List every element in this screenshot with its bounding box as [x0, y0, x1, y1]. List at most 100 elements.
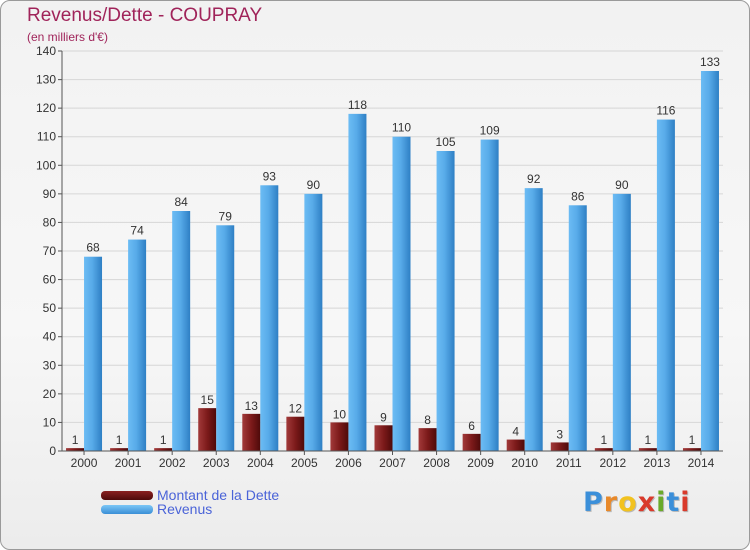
- x-tick-label: 2008: [423, 456, 450, 470]
- y-tick-label: 120: [36, 101, 56, 115]
- logo-letter: i: [680, 487, 691, 518]
- logo-letter: o: [618, 487, 638, 518]
- y-tick-label: 70: [43, 244, 57, 258]
- bar-debt: [330, 422, 349, 451]
- bar-revenue: [524, 188, 543, 451]
- bar-debt: [66, 448, 85, 451]
- bar-debt: [550, 442, 569, 451]
- y-tick-label: 130: [36, 73, 56, 87]
- bar-debt: [594, 448, 613, 451]
- bar-revenue: [260, 185, 279, 452]
- bar-debt: [110, 448, 129, 451]
- data-label-revenue: 68: [86, 241, 100, 255]
- bar-revenue: [656, 119, 675, 452]
- bar-debt: [286, 416, 305, 451]
- bar-revenue: [568, 205, 587, 451]
- bar-revenue: [480, 139, 499, 452]
- data-label-revenue: 86: [571, 189, 585, 203]
- data-label-revenue: 79: [219, 209, 233, 223]
- x-tick-label: 2006: [335, 456, 362, 470]
- x-tick-label: 2014: [688, 456, 715, 470]
- bar-debt: [638, 448, 657, 451]
- bar-debt: [374, 425, 393, 451]
- data-label-revenue: 93: [263, 169, 277, 183]
- data-label-revenue: 90: [307, 178, 321, 192]
- logo-letter: t: [666, 487, 681, 518]
- data-label-revenue: 74: [130, 224, 144, 238]
- logo-letter: P: [583, 487, 604, 518]
- logo-letter: x: [637, 487, 657, 518]
- x-tick-label: 2004: [247, 456, 274, 470]
- bar-revenue: [436, 151, 455, 451]
- x-tick-label: 2007: [379, 456, 406, 470]
- data-label-debt: 13: [245, 399, 259, 413]
- bar-revenue: [348, 113, 367, 451]
- x-tick-label: 2005: [291, 456, 318, 470]
- y-tick-label: 140: [36, 44, 56, 58]
- y-tick-label: 10: [43, 415, 57, 429]
- y-tick-label: 20: [43, 387, 57, 401]
- y-tick-label: 50: [43, 301, 57, 315]
- data-label-debt: 1: [689, 433, 696, 447]
- legend-swatch-revenue: [101, 505, 153, 514]
- x-tick-label: 2010: [511, 456, 538, 470]
- y-tick-label: 90: [43, 187, 57, 201]
- x-tick-label: 2012: [599, 456, 626, 470]
- data-label-revenue: 118: [348, 98, 367, 112]
- data-label-debt: 3: [556, 427, 563, 441]
- y-tick-label: 80: [43, 215, 57, 229]
- x-tick-label: 2001: [115, 456, 142, 470]
- y-tick-label: 100: [36, 158, 56, 172]
- bar-revenue: [84, 256, 103, 451]
- bar-revenue: [392, 136, 411, 451]
- data-label-revenue: 90: [615, 178, 629, 192]
- legend-label-debt: Montant de la Dette: [157, 487, 280, 503]
- data-label-debt: 1: [645, 433, 652, 447]
- bar-revenue: [612, 193, 631, 451]
- bar-revenue: [304, 193, 323, 451]
- logo-letter: r: [603, 487, 619, 518]
- bar-revenue: [172, 211, 191, 451]
- data-label-debt: 1: [116, 433, 123, 447]
- data-label-revenue: 105: [436, 135, 456, 149]
- bar-debt: [198, 408, 217, 451]
- bar-debt: [462, 433, 481, 451]
- data-label-debt: 10: [333, 407, 347, 421]
- y-tick-label: 0: [49, 444, 56, 458]
- data-label-debt: 6: [468, 419, 475, 433]
- y-tick-label: 60: [43, 273, 57, 287]
- bar-debt: [506, 439, 525, 451]
- bar-debt: [242, 413, 261, 451]
- chart-title: Revenus/Dette - COUPRAY: [27, 5, 263, 26]
- bar-debt: [418, 428, 437, 451]
- proxiti-logo: Proxiti: [583, 487, 691, 518]
- x-tick-label: 2009: [467, 456, 494, 470]
- bar-revenue: [216, 225, 235, 451]
- logo-letter: i: [656, 487, 667, 518]
- data-label-revenue: 84: [174, 195, 188, 209]
- data-label-revenue: 133: [700, 55, 720, 69]
- x-tick-label: 2011: [556, 456, 582, 470]
- x-tick-label: 2002: [159, 456, 186, 470]
- y-tick-label: 40: [43, 330, 57, 344]
- bar-revenue: [700, 71, 719, 451]
- x-tick-label: 2003: [203, 456, 230, 470]
- data-label-revenue: 109: [480, 124, 500, 138]
- data-label-revenue: 116: [656, 104, 675, 118]
- data-label-revenue: 92: [527, 172, 541, 186]
- legend-swatch-debt: [101, 491, 153, 500]
- data-label-debt: 15: [201, 393, 215, 407]
- data-label-debt: 1: [600, 433, 607, 447]
- data-label-revenue: 110: [392, 121, 411, 135]
- y-tick-label: 30: [43, 358, 57, 372]
- legend-label-revenue: Revenus: [157, 501, 213, 517]
- bar-debt: [154, 448, 173, 451]
- bar-revenue: [128, 239, 147, 451]
- data-label-debt: 4: [512, 425, 519, 439]
- chart-subtitle: (en milliers d'€): [27, 30, 108, 44]
- x-tick-label: 2000: [71, 456, 98, 470]
- y-tick-label: 110: [37, 130, 56, 144]
- data-label-debt: 1: [160, 433, 167, 447]
